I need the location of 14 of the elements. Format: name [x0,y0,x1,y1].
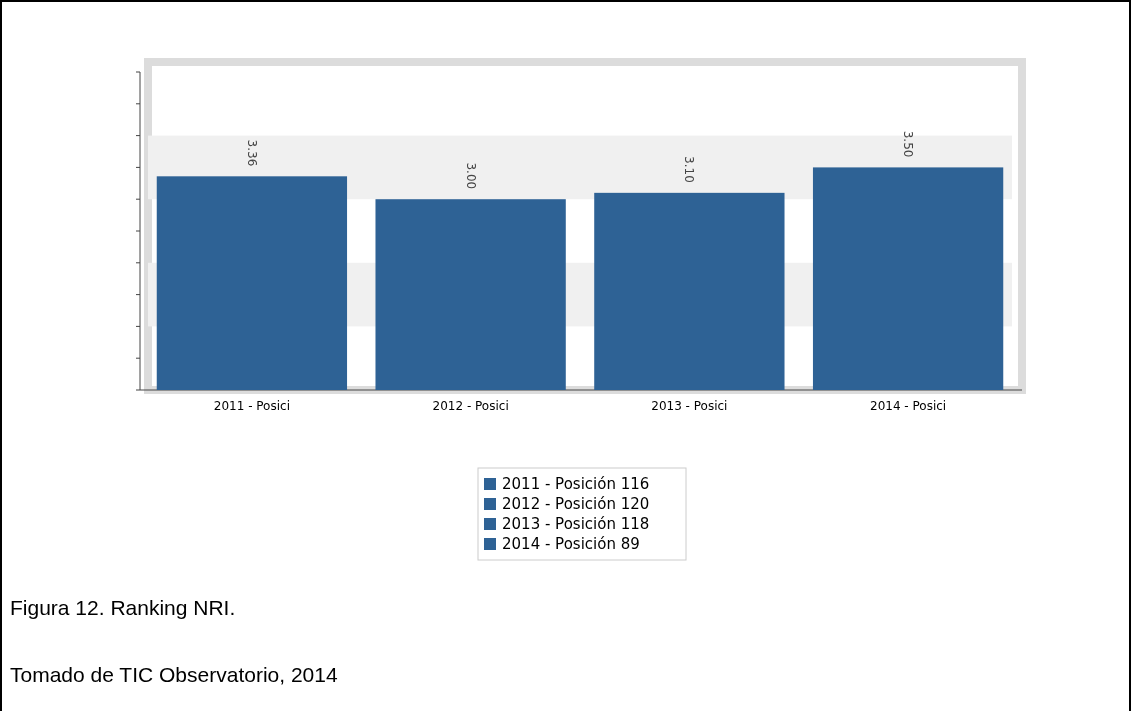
legend-label: 2014 - Posición 89 [502,535,640,553]
legend-label: 2012 - Posición 120 [502,495,650,513]
data-label: 3.10 [682,156,697,183]
data-label: 3.00 [463,162,478,190]
legend-label: 2013 - Posición 118 [502,515,650,533]
x-tick-label: 2013 - Posici [651,399,728,413]
legend-label: 2011 - Posición 116 [502,475,650,493]
x-tick-label: 2011 - Posici [213,399,290,413]
text: Tomado de TIC Observatorio, 2014 [10,663,338,686]
x-tick-label: 2014 - Posici [870,399,947,413]
data-label: 3.36 [244,139,259,167]
data-label: 3.50 [901,130,916,158]
text: Figura 12. Ranking NRI. [10,596,236,619]
x-tick-label: 2012 - Posici [432,399,509,413]
